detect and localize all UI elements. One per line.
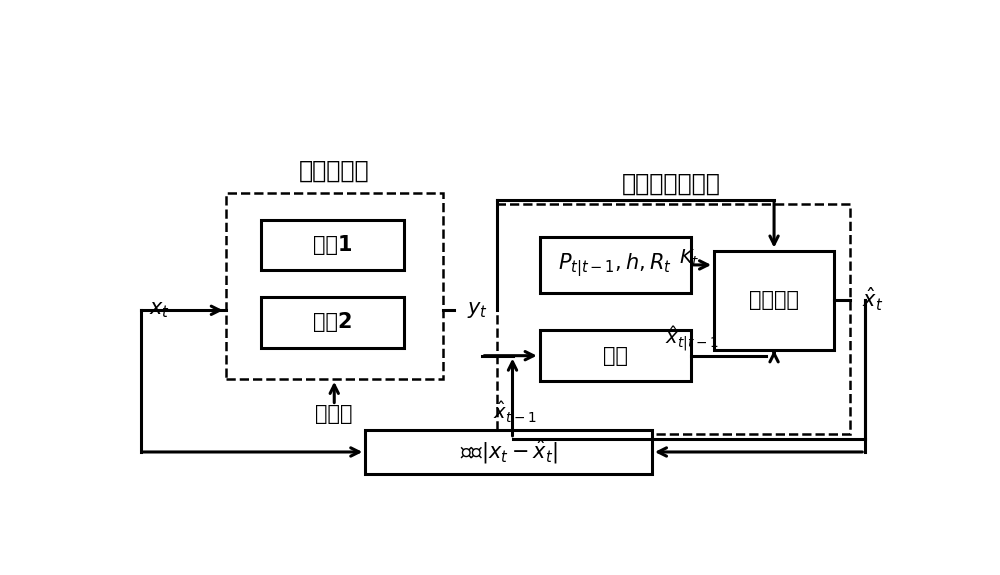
Text: $\hat{x}_{t-1}$: $\hat{x}_{t-1}$: [493, 400, 537, 425]
Text: $\hat{x}_{t|t-1}$: $\hat{x}_{t|t-1}$: [665, 325, 719, 354]
FancyBboxPatch shape: [365, 430, 652, 474]
Text: 标签2: 标签2: [313, 312, 352, 332]
Text: 测量更新: 测量更新: [749, 290, 799, 310]
Text: $x_t$: $x_t$: [149, 300, 170, 320]
Text: $y_t$: $y_t$: [467, 300, 488, 320]
FancyBboxPatch shape: [261, 297, 404, 348]
Text: $K_t$: $K_t$: [679, 248, 699, 269]
Text: 标签1: 标签1: [313, 235, 352, 255]
Text: 减小$|x_t-\hat{x}_t|$: 减小$|x_t-\hat{x}_t|$: [460, 438, 558, 466]
Text: 预测: 预测: [603, 346, 628, 366]
Text: 隐马尔可夫模型: 隐马尔可夫模型: [622, 172, 721, 196]
FancyBboxPatch shape: [714, 251, 834, 350]
Text: $P_{t|t-1},h,R_t$: $P_{t|t-1},h,R_t$: [558, 251, 672, 279]
FancyBboxPatch shape: [261, 220, 404, 270]
Text: $\hat{x}_t$: $\hat{x}_t$: [862, 286, 884, 313]
Text: 阅读器: 阅读器: [316, 404, 353, 424]
FancyBboxPatch shape: [540, 237, 691, 293]
Text: 液压传感器: 液压传感器: [299, 159, 370, 183]
FancyBboxPatch shape: [540, 330, 691, 381]
